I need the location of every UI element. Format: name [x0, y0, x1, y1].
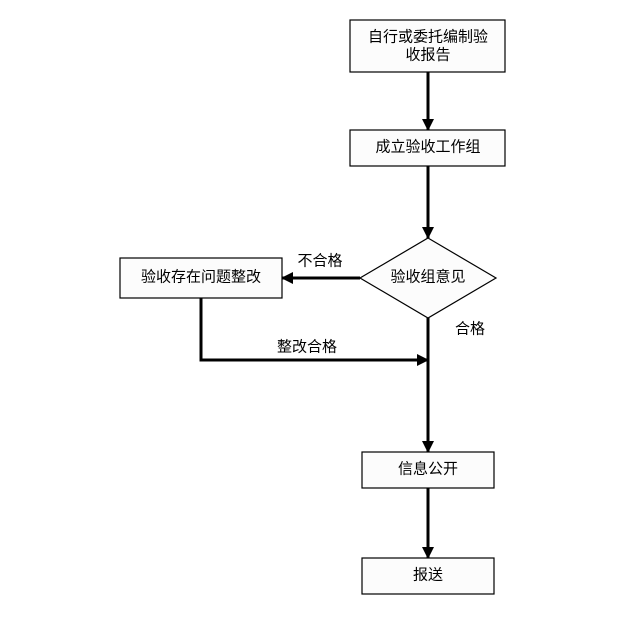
- node-prepare-report-line2: 收报告: [405, 46, 450, 63]
- node-rectify: 验收存在问题整改: [120, 258, 282, 298]
- node-submit-label: 报送: [413, 566, 443, 583]
- node-prepare-report-line1: 自行或委托编制验: [368, 28, 488, 45]
- edge-label-fail: 不合格: [297, 252, 342, 269]
- node-rectify-label: 验收存在问题整改: [141, 268, 261, 285]
- edge-n4-merge-pass: 整改合格: [201, 298, 428, 360]
- node-opinion-label: 验收组意见: [390, 267, 465, 285]
- node-disclose: 信息公开: [362, 452, 494, 488]
- node-disclose-label: 信息公开: [398, 460, 458, 477]
- node-form-group: 成立验收工作组: [350, 130, 505, 166]
- node-opinion-decision: 验收组意见: [360, 238, 496, 318]
- edge-n3-n5-pass: 合格: [428, 318, 485, 452]
- flowchart-canvas: 不合格 整改合格 合格 自行或委托编制验 收报告 成立验收工作组 验收组意见 验…: [0, 0, 640, 618]
- edge-label-pass: 合格: [455, 320, 485, 337]
- node-form-group-label: 成立验收工作组: [375, 138, 480, 155]
- edge-n3-n4-fail: 不合格: [282, 252, 360, 278]
- node-prepare-report: 自行或委托编制验 收报告: [350, 20, 505, 72]
- node-submit: 报送: [362, 558, 494, 594]
- edge-label-rectified: 整改合格: [277, 338, 337, 355]
